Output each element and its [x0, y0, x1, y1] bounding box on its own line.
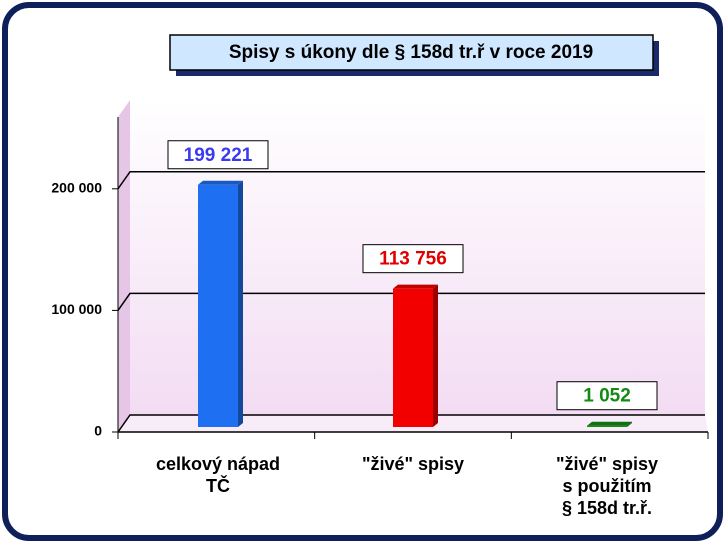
- side-wall: [118, 100, 130, 432]
- bar-top: [393, 284, 438, 289]
- bar-side: [627, 421, 632, 427]
- chart-title: Spisy s úkony dle § 158d tr.ř v roce 201…: [229, 42, 593, 63]
- value-label: 199 221: [184, 145, 253, 166]
- value-label-box: [556, 381, 658, 411]
- bar-front: [587, 425, 627, 427]
- y-tick-label: 100 000: [51, 301, 102, 317]
- x-tick-label: "živé" spisy s použitím § 158d tr.ř.: [555, 454, 659, 518]
- bar: [198, 180, 243, 427]
- bar-top: [198, 180, 243, 185]
- bar: [393, 284, 438, 427]
- bar-side: [238, 180, 243, 427]
- value-label: 1 052: [583, 386, 631, 407]
- grid-line: [117, 171, 705, 190]
- bar: [587, 421, 632, 427]
- bar-front: [198, 184, 238, 427]
- y-tick-label: 0: [94, 423, 102, 439]
- value-label: 113 756: [379, 249, 447, 270]
- grid-line: [117, 292, 705, 311]
- value-label-box: [167, 140, 269, 170]
- grid-line: [117, 414, 705, 433]
- x-tick-label: "živé" spisy: [361, 454, 465, 474]
- bar-front: [393, 288, 433, 427]
- title-box: [169, 34, 654, 71]
- x-tick-label: celkový nápad TČ: [155, 454, 281, 496]
- value-label-box: [362, 244, 464, 274]
- bar-side: [433, 284, 438, 427]
- y-tick-label: 200 000: [51, 180, 102, 196]
- bar-top: [587, 421, 632, 426]
